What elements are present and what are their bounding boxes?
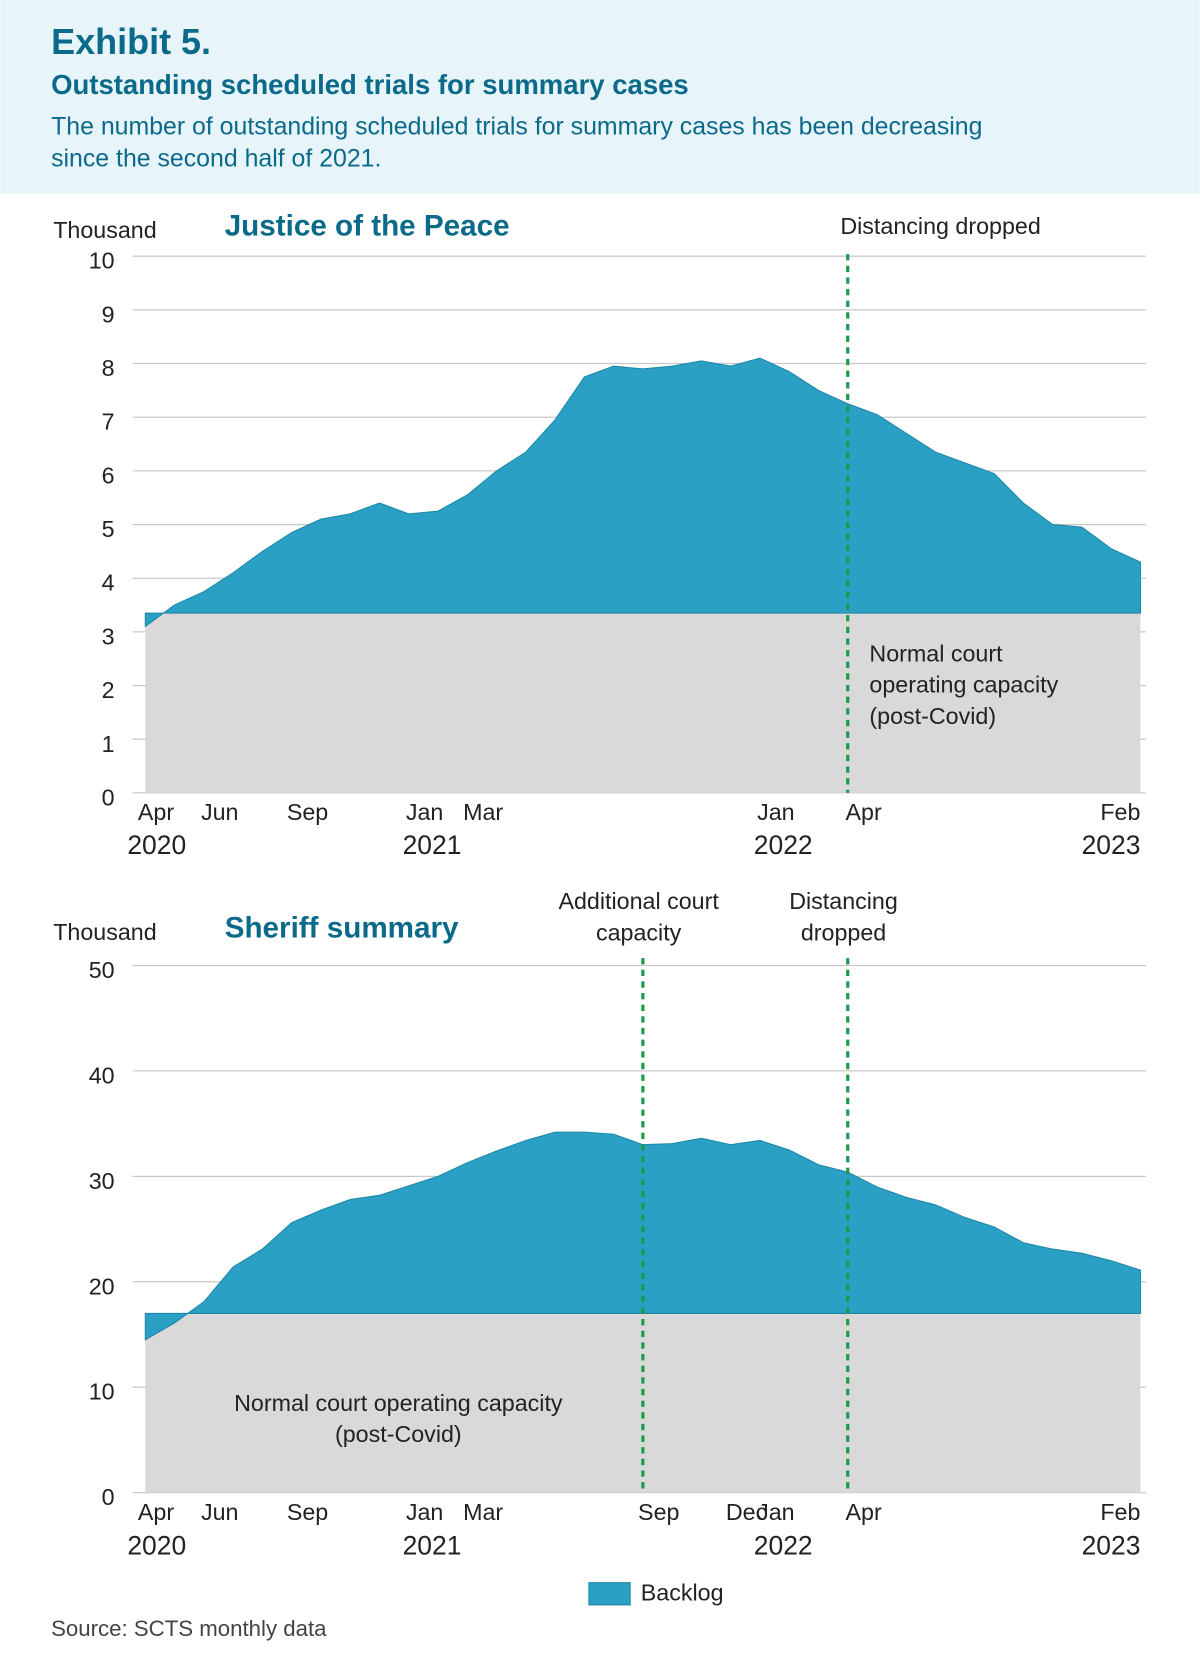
- x-tick-label: Apr: [138, 1499, 174, 1525]
- y-tick-label: 6: [102, 462, 115, 488]
- x-tick-label: Sep: [638, 1499, 679, 1525]
- x-tick-label: Feb: [1100, 799, 1140, 825]
- event-label: dropped: [801, 919, 886, 945]
- panel-title: Justice of the Peace: [225, 209, 510, 242]
- capacity-label: operating capacity: [869, 672, 1058, 698]
- y-axis-label: Thousand: [53, 217, 156, 243]
- y-tick-label: 10: [89, 248, 115, 274]
- y-tick-label: 7: [102, 409, 115, 435]
- y-tick-label: 1: [102, 731, 115, 757]
- capacity-label: Normal court operating capacity: [234, 1390, 563, 1416]
- x-tick-label: Sep: [287, 1499, 328, 1525]
- x-tick-label: Dec: [726, 1499, 768, 1525]
- y-axis-label: Thousand: [53, 919, 156, 945]
- event-label: Distancing: [789, 888, 898, 914]
- y-tick-label: 30: [89, 1168, 115, 1194]
- x-year-label: 2020: [127, 830, 186, 860]
- y-tick-label: 9: [102, 301, 115, 327]
- x-year-label: 2022: [754, 1531, 813, 1561]
- capacity-label: (post-Covid): [869, 703, 996, 729]
- y-tick-label: 4: [102, 570, 115, 596]
- x-tick-label: Jun: [201, 1499, 239, 1525]
- x-tick-label: Jun: [201, 799, 239, 825]
- source: Source: SCTS monthly data: [51, 1616, 327, 1641]
- x-tick-label: Jan: [757, 799, 795, 825]
- capacity-band: [145, 613, 1141, 793]
- y-tick-label: 0: [102, 1484, 115, 1510]
- x-year-label: 2022: [754, 830, 813, 860]
- x-year-label: 2020: [127, 1531, 186, 1561]
- y-tick-label: 2: [102, 677, 115, 703]
- panel-title: Sheriff summary: [225, 911, 459, 944]
- y-tick-label: 40: [89, 1062, 115, 1088]
- x-tick-label: Apr: [846, 799, 882, 825]
- legend-label: Backlog: [641, 1579, 724, 1605]
- x-year-label: 2021: [403, 830, 462, 860]
- x-year-label: 2021: [403, 1531, 462, 1561]
- subtitle: Outstanding scheduled trials for summary…: [51, 69, 689, 100]
- x-tick-label: Mar: [463, 1499, 503, 1525]
- title: Exhibit 5.: [51, 21, 211, 62]
- y-tick-label: 20: [89, 1273, 115, 1299]
- x-tick-label: Mar: [463, 799, 503, 825]
- x-tick-label: Jan: [757, 1499, 795, 1525]
- x-tick-label: Jan: [406, 1499, 444, 1525]
- y-tick-label: 8: [102, 355, 115, 381]
- x-tick-label: Sep: [287, 799, 328, 825]
- legend-swatch: [588, 1582, 631, 1606]
- y-tick-label: 3: [102, 623, 115, 649]
- y-tick-label: 10: [89, 1379, 115, 1405]
- y-tick-label: 0: [102, 784, 115, 810]
- backlog-area: [144, 1131, 1141, 1341]
- description: since the second half of 2021.: [51, 144, 381, 172]
- capacity-label: Normal court: [869, 640, 1003, 666]
- capacity-label: (post-Covid): [335, 1421, 462, 1447]
- x-year-label: 2023: [1082, 830, 1141, 860]
- x-tick-label: Jan: [406, 799, 444, 825]
- event-label: Additional court: [558, 888, 719, 914]
- x-tick-label: Apr: [846, 1499, 882, 1525]
- y-tick-label: 50: [89, 957, 115, 983]
- backlog-area: [144, 357, 1141, 628]
- header-background: [0, 0, 1200, 194]
- event-label: capacity: [596, 919, 682, 945]
- y-tick-label: 5: [102, 516, 115, 542]
- description: The number of outstanding scheduled tria…: [51, 113, 982, 141]
- x-tick-label: Apr: [138, 799, 174, 825]
- x-year-label: 2023: [1082, 1531, 1141, 1561]
- x-tick-label: Feb: [1100, 1499, 1140, 1525]
- event-label: Distancing dropped: [840, 213, 1040, 239]
